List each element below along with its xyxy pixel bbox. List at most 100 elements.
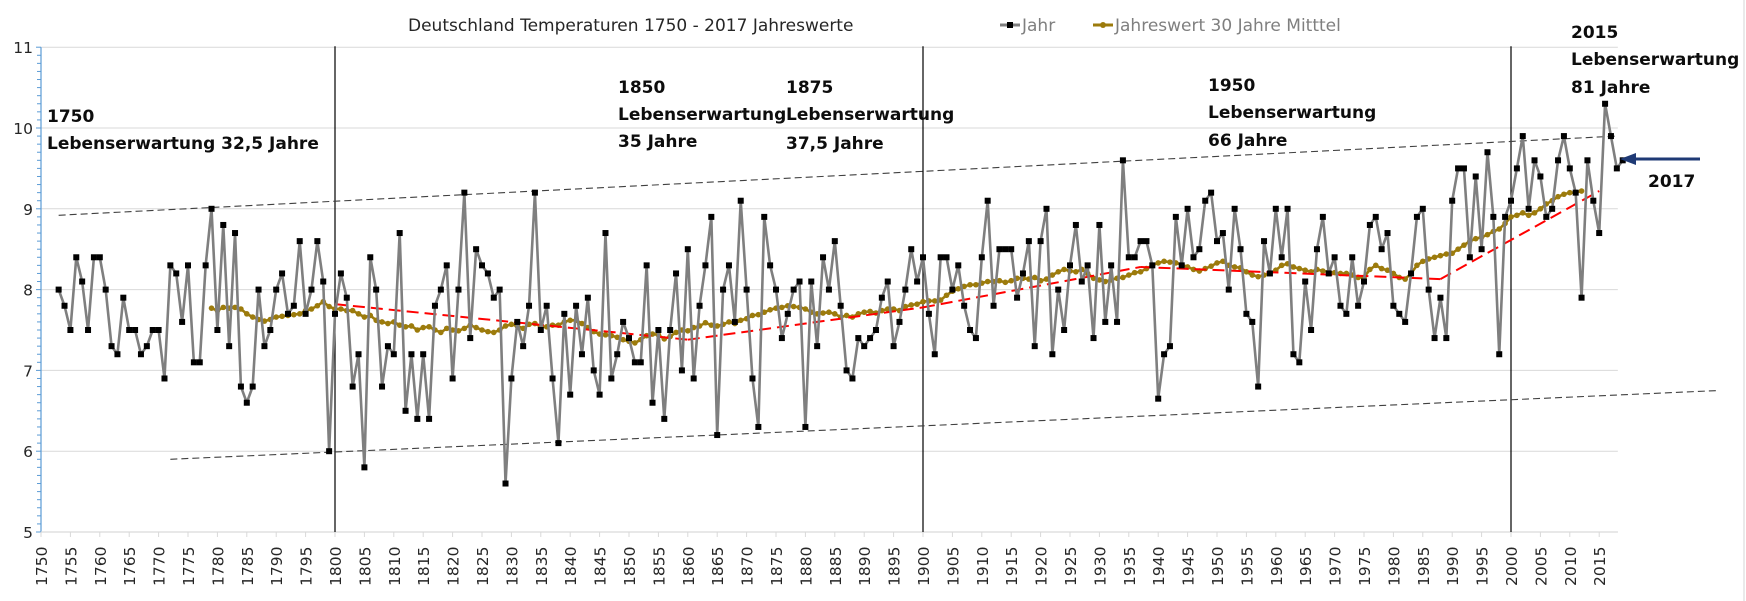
y-tick-label: 7: [23, 362, 33, 380]
y-tick-label: 10: [13, 120, 33, 138]
data-point-jahr: [1325, 270, 1332, 277]
data-point-mittel: [902, 303, 909, 310]
data-point-jahr: [1431, 335, 1438, 342]
data-point-mittel: [1514, 212, 1520, 219]
x-tick-label: 1830: [503, 547, 521, 586]
data-point-jahr: [431, 302, 438, 309]
data-point-jahr: [1219, 230, 1226, 237]
legend-entry-jahr[interactable]: Jahr: [1000, 16, 1055, 36]
data-point-jahr: [673, 270, 680, 277]
data-point-jahr: [990, 302, 997, 309]
data-point-jahr: [626, 335, 632, 342]
data-point-jahr: [296, 238, 303, 245]
x-tick-label: 1940: [1150, 547, 1168, 586]
data-point-mittel: [967, 281, 973, 288]
data-point-jahr: [1249, 318, 1256, 325]
data-point-mittel: [920, 298, 926, 305]
data-point-jahr: [1372, 213, 1379, 220]
x-axis: 1750 1755 1760 1765 1770 1775 1780 1785 1790 1795…: [33, 531, 1618, 586]
data-point-jahr: [637, 359, 644, 366]
data-point-jahr: [1119, 157, 1126, 164]
data-point-mittel: [914, 301, 920, 307]
data-point-jahr: [543, 302, 550, 309]
annotation-1875-line3: 37,5 Jahre: [786, 134, 884, 154]
legend-label-mittel: Jahreswert 30 Jahre Mitttel: [1114, 16, 1341, 36]
data-point-mittel: [291, 311, 297, 318]
data-point-jahr: [1607, 133, 1614, 140]
data-point-mittel: [767, 307, 773, 313]
data-point-jahr: [1343, 310, 1350, 317]
data-point-jahr: [1202, 197, 1209, 204]
data-point-mittel: [314, 302, 321, 309]
data-point-jahr: [102, 286, 109, 293]
data-point-mittel: [726, 319, 732, 325]
data-point-jahr: [1166, 343, 1173, 350]
data-point-jahr: [132, 327, 139, 333]
data-point-jahr: [443, 262, 450, 269]
annotation-1950: 1950 Lebenserwartung 66 Jahre: [1208, 76, 1376, 151]
data-point-jahr: [408, 351, 415, 358]
annotation-1750-text: Lebenserwartung 32,5 Jahre: [47, 134, 319, 154]
data-point-jahr: [1584, 157, 1591, 164]
data-point-jahr: [1596, 230, 1603, 237]
data-point-jahr: [731, 318, 738, 325]
data-point-jahr: [1208, 189, 1215, 196]
data-point-jahr: [1537, 173, 1544, 180]
x-tick-label: 1785: [239, 547, 257, 586]
data-point-mittel: [402, 323, 409, 330]
y-tick-label: 8: [23, 282, 33, 300]
data-point-jahr: [761, 213, 768, 220]
data-point-jahr: [1061, 327, 1068, 333]
data-point-jahr: [1578, 294, 1585, 301]
data-point-jahr: [773, 286, 779, 293]
data-point-jahr: [1137, 238, 1144, 245]
data-point-mittel: [867, 308, 873, 315]
data-point-mittel: [931, 298, 938, 304]
data-point-jahr: [332, 310, 338, 317]
x-tick-label: 1850: [621, 547, 639, 586]
annotation-2015: 2015 Lebenserwartung 81 Jahre: [1571, 23, 1739, 98]
legend-entry-mittel[interactable]: Jahreswert 30 Jahre Mitttel: [1093, 16, 1341, 36]
arrowhead-icon: [1620, 153, 1636, 165]
data-point-mittel: [1296, 265, 1303, 272]
data-point-mittel: [273, 314, 280, 320]
data-point-jahr: [273, 286, 280, 293]
data-point-mittel: [1578, 188, 1585, 194]
data-point-mittel: [396, 322, 403, 328]
data-point-jahr: [520, 343, 527, 350]
data-point-jahr: [367, 254, 374, 261]
data-point-mittel: [826, 309, 832, 316]
data-point-mittel: [1120, 274, 1126, 281]
data-point-jahr: [85, 327, 92, 333]
data-point-jahr: [843, 367, 850, 374]
data-point-mittel: [438, 329, 444, 336]
data-point-mittel: [1320, 268, 1326, 274]
x-tick-label: 1945: [1180, 547, 1198, 586]
data-point-jahr: [249, 383, 256, 390]
data-point-jahr: [361, 464, 368, 471]
data-point-jahr: [1613, 165, 1620, 172]
annotation-2017-year: 2017: [1648, 172, 1695, 192]
annotation-2015-year: 2015: [1571, 23, 1618, 43]
data-point-jahr: [1096, 221, 1103, 228]
data-point-mittel: [1567, 189, 1573, 196]
data-point-jahr: [796, 278, 803, 285]
data-point-jahr: [114, 351, 121, 358]
data-point-jahr: [290, 302, 297, 309]
data-point-jahr: [708, 213, 715, 220]
x-tick-label: 1865: [709, 547, 727, 586]
data-point-jahr: [337, 270, 344, 277]
x-tick-label: 1980: [1385, 547, 1403, 586]
data-point-jahr: [220, 221, 227, 228]
data-point-mittel: [1096, 277, 1103, 283]
data-point-mittel: [1384, 267, 1391, 274]
data-point-jahr: [1125, 254, 1132, 261]
data-point-jahr: [255, 286, 262, 293]
data-point-jahr: [1037, 238, 1044, 245]
data-point-jahr: [1549, 205, 1556, 212]
data-point-jahr: [1437, 294, 1444, 301]
data-point-jahr: [902, 286, 909, 293]
data-point-jahr: [390, 351, 397, 358]
data-point-jahr: [1090, 335, 1097, 342]
data-point-jahr: [1408, 270, 1415, 277]
